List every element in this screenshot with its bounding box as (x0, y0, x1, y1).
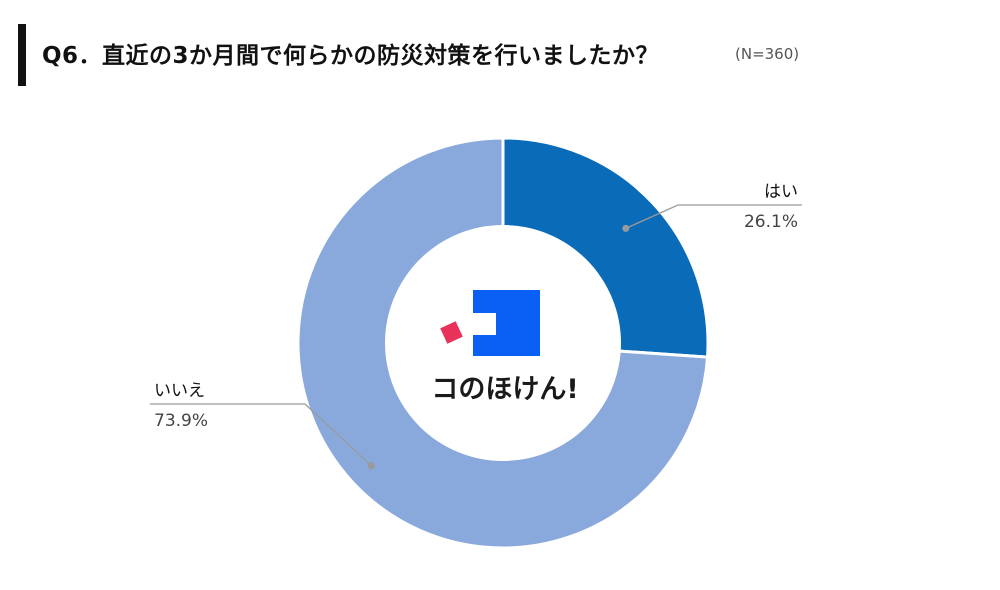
chart-title: Q6．直近の3か月間で何らかの防災対策を行いましたか？ (42, 43, 660, 69)
leader-line-0 (625, 204, 802, 229)
category-label-1: いいえ (154, 381, 205, 401)
category-label-0: はい (764, 182, 798, 202)
value-label-0: 26.1% (744, 212, 798, 232)
leader-line-group (150, 204, 802, 470)
sample-size-label: (N=360) (735, 45, 800, 63)
value-label-1: 73.9% (154, 411, 208, 431)
leader-line-1 (150, 403, 372, 467)
title-accent-bar (18, 24, 26, 86)
brand-diamond-icon (440, 321, 463, 344)
brand-square-icon (473, 290, 540, 356)
label-group: はい 26.1% いいえ 73.9% (154, 182, 798, 431)
brand-name: コのほけん! (431, 374, 578, 405)
brand-logo: コのほけん! (431, 290, 579, 405)
